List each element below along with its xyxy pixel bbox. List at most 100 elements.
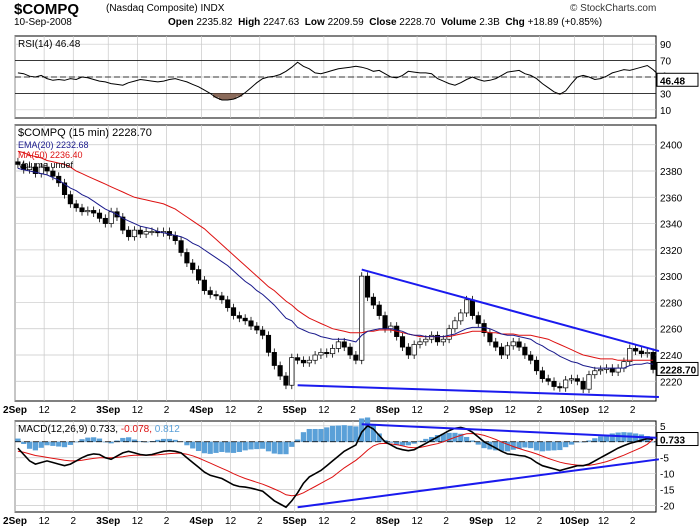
macd-x-tick-label: 12 [318,516,330,527]
macd-x-tick-label: 12 [132,516,144,527]
macd-histogram-bar [225,441,231,453]
macd-y-tick-label: 5 [660,422,666,433]
candle [504,345,510,356]
macd-histogram-bar [160,438,167,442]
open-value: 2235.82 [196,17,233,28]
candle [213,294,219,297]
price-x-tick-label: 2 [164,405,170,416]
candle [458,312,464,322]
price-x-tick-label: 5Sep [283,405,307,416]
price-x-tick-label: 10Sep [560,405,589,416]
macd-y-tick-label: -20 [660,502,675,513]
ma-legend: MA(50) 2236.40 [18,150,83,160]
macd-histogram-bar [586,440,592,442]
candle [516,341,522,348]
macd-histogram-bar [458,433,464,442]
candle [586,374,592,390]
candle [417,341,423,345]
macd-histogram-bar [335,425,342,442]
macd-histogram-bar [463,436,470,442]
macd-histogram-bar [271,441,277,454]
macd-histogram-bar [306,428,312,442]
macd-histogram-bar [207,441,213,454]
price-x-tick-label: 2 [537,405,543,416]
price-trendline [361,268,660,353]
macd-histogram-bar [230,441,237,453]
candle [464,299,470,314]
macd-histogram-bar [557,441,563,451]
rsi-y-tick-label: 70 [660,57,672,68]
candle [370,296,376,306]
candle [615,367,621,373]
price-x-tick-label: 2 [630,405,636,416]
candle [137,229,143,235]
candle [627,348,633,362]
candle [15,161,21,165]
price-y-tick-label: 2280 [660,298,683,309]
candle [510,341,516,347]
price-x-tick-label: 12 [598,405,610,416]
macd-last-value-box [656,432,699,447]
macd-histogram-bar [242,441,248,451]
candle [126,229,132,238]
macd-legend-part: 0.812 [155,424,180,435]
candle [300,359,307,364]
macd-histogram-bar [213,441,219,453]
macd-histogram-bar [289,441,295,447]
rsi-last-value-box [656,72,699,87]
macd-histogram-bar [475,441,481,445]
macd-legend: MACD(12,26,9) 0.733, -0.078, 0.812 [18,424,180,435]
macd-histogram-bar [551,441,557,451]
macd-histogram-bar [56,441,62,447]
candle [44,166,50,172]
macd-histogram-bar [166,438,173,442]
price-y-tick-label: 2400 [660,141,683,152]
macd-histogram-bar [434,435,441,442]
macd-histogram-bar [61,441,68,448]
candle [178,240,184,253]
watermark: © StockCharts.com [570,3,657,14]
macd-x-tick-label: 2Sep [3,516,27,527]
rsi-line [17,61,677,101]
macd-x-tick-label: 8Sep [376,516,400,527]
macd-histogram-bar [312,428,318,442]
candle [230,307,237,316]
candle [446,328,452,340]
macd-histogram-bar [615,432,621,442]
price-x-tick-label: 8Sep [376,405,400,416]
macd-x-tick-label: 12 [39,516,51,527]
candle [528,354,534,361]
price-x-tick-label: 12 [132,405,144,416]
close-value: 2228.70 [399,17,436,28]
candle [102,217,108,224]
macd-trendline [361,423,659,439]
price-y-tick-label: 2220 [660,377,683,388]
candle [539,370,545,380]
price-x-tick-label: 2 [257,405,263,416]
macd-histogram-bar [394,441,400,446]
candle [73,203,79,209]
candle [195,269,202,281]
macd-histogram-bar [510,441,516,450]
chg-value: +18.89 (+0.85%) [527,17,603,28]
macd-x-tick-label: 2 [537,516,543,527]
candle [499,346,505,356]
macd-x-tick-label: 2 [257,516,263,527]
price-y-tick-label: 2340 [660,220,683,231]
macd-histogram-bar [260,441,266,449]
candle [32,166,38,174]
price-x-tick-label: 2 [443,405,449,416]
high-value: 2247.63 [263,17,300,28]
price-x-tick-label: 12 [318,405,330,416]
candle [271,352,277,366]
macd-y-tick-label: -15 [660,486,675,497]
description-text: (Nasdaq Composite) [106,3,198,14]
low-label: Low [304,17,325,28]
candle [236,315,242,319]
macd-x-tick-label: 2 [350,516,356,527]
candle [638,350,644,355]
candle [79,207,85,213]
price-x-tick-label: 3Sep [96,405,120,416]
macd-x-tick-label: 12 [598,516,610,527]
